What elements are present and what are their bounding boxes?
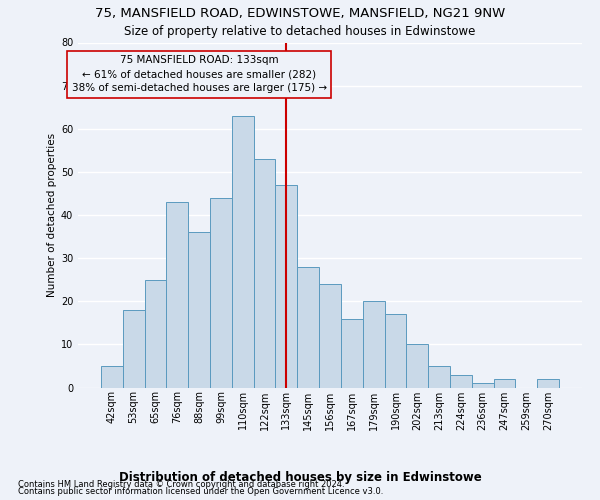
- Bar: [275, 185, 297, 388]
- Bar: [406, 344, 428, 388]
- Bar: [472, 383, 494, 388]
- Text: Size of property relative to detached houses in Edwinstowe: Size of property relative to detached ho…: [124, 25, 476, 38]
- Text: 75, MANSFIELD ROAD, EDWINSTOWE, MANSFIELD, NG21 9NW: 75, MANSFIELD ROAD, EDWINSTOWE, MANSFIEL…: [95, 8, 505, 20]
- Bar: [537, 379, 559, 388]
- Bar: [363, 301, 385, 388]
- Bar: [319, 284, 341, 388]
- Bar: [385, 314, 406, 388]
- Text: Contains public sector information licensed under the Open Government Licence v3: Contains public sector information licen…: [18, 487, 383, 496]
- Bar: [123, 310, 145, 388]
- Y-axis label: Number of detached properties: Number of detached properties: [47, 133, 56, 297]
- Bar: [145, 280, 166, 388]
- Text: 75 MANSFIELD ROAD: 133sqm
← 61% of detached houses are smaller (282)
38% of semi: 75 MANSFIELD ROAD: 133sqm ← 61% of detac…: [71, 56, 326, 94]
- Bar: [188, 232, 210, 388]
- Bar: [428, 366, 450, 388]
- Bar: [210, 198, 232, 388]
- Bar: [166, 202, 188, 388]
- Bar: [341, 318, 363, 388]
- Bar: [297, 267, 319, 388]
- Bar: [232, 116, 254, 388]
- Bar: [101, 366, 123, 388]
- Text: Distribution of detached houses by size in Edwinstowe: Distribution of detached houses by size …: [119, 471, 481, 484]
- Bar: [494, 379, 515, 388]
- Text: Contains HM Land Registry data © Crown copyright and database right 2024.: Contains HM Land Registry data © Crown c…: [18, 480, 344, 489]
- Bar: [450, 374, 472, 388]
- Bar: [254, 159, 275, 388]
